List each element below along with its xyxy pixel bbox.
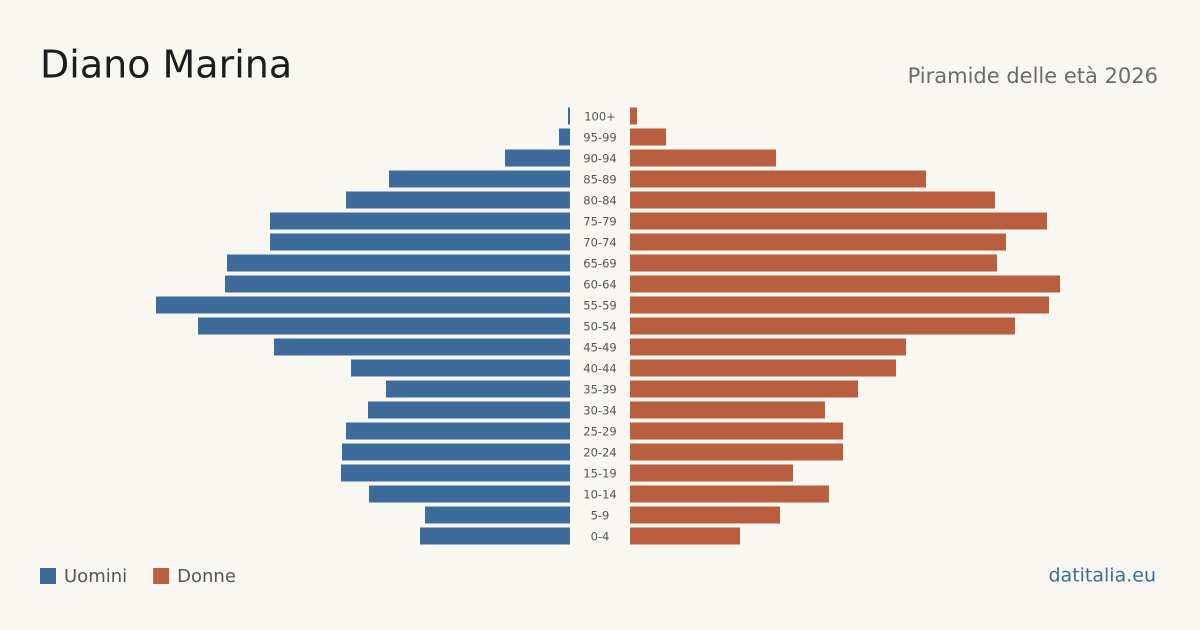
age-label: 35-39 — [583, 383, 616, 397]
bar — [630, 359, 896, 377]
bar — [630, 422, 843, 440]
bar — [369, 485, 570, 503]
bar — [505, 149, 570, 167]
bar — [274, 338, 570, 356]
bar — [630, 254, 997, 272]
legend-label: Donne — [177, 566, 236, 587]
age-label: 95-99 — [583, 131, 616, 145]
age-label: 65-69 — [583, 257, 616, 271]
bar — [630, 296, 1049, 314]
bar — [630, 380, 858, 398]
bar — [270, 233, 570, 251]
bar — [630, 275, 1060, 293]
age-label: 100+ — [584, 110, 616, 124]
age-label: 40-44 — [583, 362, 616, 376]
age-label: 50-54 — [583, 320, 616, 334]
bar — [630, 107, 637, 125]
age-label: 80-84 — [583, 194, 616, 208]
bar — [368, 401, 570, 419]
bar — [389, 170, 570, 188]
age-label: 25-29 — [583, 425, 616, 439]
bar — [559, 128, 570, 146]
bar — [630, 485, 829, 503]
bar — [270, 212, 570, 230]
bar — [386, 380, 570, 398]
legend-swatch — [153, 568, 170, 584]
bar — [630, 212, 1047, 230]
bar — [630, 464, 793, 482]
age-label: 0-4 — [591, 530, 610, 544]
bar — [630, 170, 926, 188]
bar — [342, 443, 570, 461]
age-label: 55-59 — [583, 299, 616, 313]
bar — [568, 107, 570, 125]
bar — [425, 506, 570, 524]
age-label: 75-79 — [583, 215, 616, 229]
bar — [630, 338, 906, 356]
source: datitalia.eu — [1049, 565, 1157, 587]
age-label: 10-14 — [583, 488, 616, 502]
bar — [630, 401, 825, 419]
bar — [630, 527, 740, 545]
bar — [630, 149, 776, 167]
age-label: 30-34 — [583, 404, 616, 418]
age-label: 90-94 — [583, 152, 616, 166]
bar — [630, 506, 780, 524]
age-label: 20-24 — [583, 446, 616, 460]
age-label: 70-74 — [583, 236, 616, 250]
bar — [346, 191, 570, 209]
bar — [346, 422, 570, 440]
bar — [156, 296, 570, 314]
bar — [227, 254, 570, 272]
bar — [630, 233, 1006, 251]
bar — [630, 128, 666, 146]
chart-title: Diano Marina — [40, 43, 292, 87]
age-label: 15-19 — [583, 467, 616, 481]
age-label: 85-89 — [583, 173, 616, 187]
chart-subtitle: Piramide delle età 2026 — [908, 64, 1158, 88]
bar — [630, 443, 843, 461]
legend-label: Uomini — [64, 566, 127, 587]
bar — [225, 275, 570, 293]
legend-swatch — [40, 568, 56, 584]
bar — [351, 359, 570, 377]
age-label: 5-9 — [591, 509, 610, 523]
bar — [198, 317, 570, 335]
age-label: 45-49 — [583, 341, 616, 355]
age-label: 60-64 — [583, 278, 616, 292]
bar — [341, 464, 570, 482]
bar — [630, 317, 1015, 335]
bar — [630, 191, 995, 209]
bar — [420, 527, 570, 545]
